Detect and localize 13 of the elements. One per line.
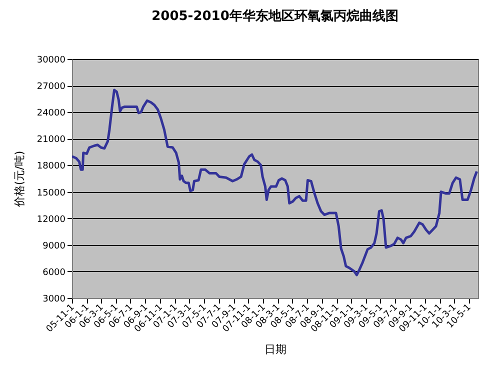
- y-tick-label: 9000: [42, 241, 66, 252]
- y-axis-title: 价格(元/吨): [12, 150, 26, 208]
- y-tick-label: 30000: [36, 56, 66, 66]
- y-tick-label: 6000: [42, 268, 66, 278]
- y-tick-label: 21000: [36, 135, 66, 146]
- chart-title: 2005-2010年华东地区环氧氯丙烷曲线图: [152, 8, 398, 24]
- y-tick-label: 18000: [36, 162, 66, 172]
- y-tick-label: 27000: [36, 82, 66, 92]
- y-tick-label: 12000: [36, 214, 66, 225]
- y-tick-label: 15000: [36, 188, 66, 198]
- y-tick-label: 3000: [42, 294, 66, 304]
- y-tick-label: 24000: [36, 108, 66, 119]
- x-axis-title: 日期: [264, 342, 286, 356]
